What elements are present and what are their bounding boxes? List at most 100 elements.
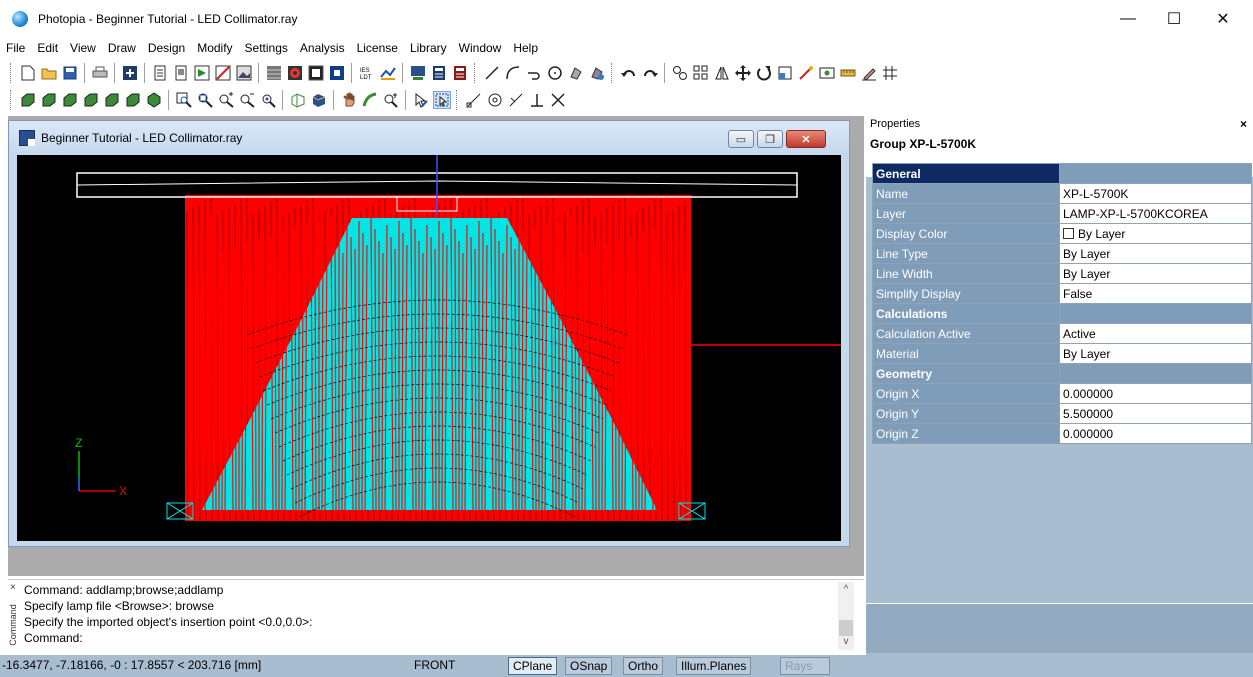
- rotate-lamp-icon[interactable]: [588, 64, 606, 82]
- view-iso4-icon[interactable]: [82, 91, 100, 109]
- move-icon[interactable]: [734, 64, 752, 82]
- page-icon[interactable]: [151, 64, 169, 82]
- close-button[interactable]: ✕: [1216, 11, 1230, 28]
- zoom-window-icon[interactable]: [175, 91, 193, 109]
- line-icon[interactable]: [483, 64, 501, 82]
- color-swatch-checkbox[interactable]: [1063, 227, 1074, 239]
- menu-draw[interactable]: Draw: [107, 41, 136, 55]
- shade-icon[interactable]: [310, 91, 328, 109]
- menu-edit[interactable]: Edit: [37, 41, 59, 55]
- ray-icon[interactable]: [797, 64, 815, 82]
- zoom-realtime-icon[interactable]: [382, 91, 400, 109]
- snap-end-icon[interactable]: [465, 91, 483, 109]
- pan-icon[interactable]: [340, 91, 358, 109]
- view-iso3-icon[interactable]: [61, 91, 79, 109]
- scroll-thumb[interactable]: [839, 620, 853, 636]
- chart-icon[interactable]: [379, 64, 397, 82]
- view-3d-icon[interactable]: [289, 91, 307, 109]
- property-value[interactable]: 0.000000: [1059, 383, 1252, 404]
- property-row[interactable]: Calculation Active Active: [872, 323, 1252, 344]
- property-row[interactable]: Simplify Display False: [872, 283, 1252, 304]
- section-calculations[interactable]: Calculations: [872, 303, 1252, 324]
- image-icon[interactable]: [235, 64, 253, 82]
- grid-icon[interactable]: [265, 64, 283, 82]
- target-icon[interactable]: [286, 64, 304, 82]
- property-row[interactable]: Origin Y 5.500000: [872, 403, 1252, 424]
- calculator-icon[interactable]: [430, 64, 448, 82]
- document-close-button[interactable]: ✕: [786, 130, 826, 148]
- menu-help[interactable]: Help: [513, 41, 539, 55]
- toolbar-grip[interactable]: [611, 63, 614, 83]
- section-geometry[interactable]: Geometry: [872, 363, 1252, 384]
- select-icon[interactable]: [412, 91, 430, 109]
- command-scrollbar[interactable]: ^ v: [838, 582, 854, 650]
- blue-square-icon[interactable]: [328, 64, 346, 82]
- menu-modify[interactable]: Modify: [197, 41, 233, 55]
- minimize-button[interactable]: —: [1120, 10, 1136, 27]
- property-value[interactable]: By Layer: [1059, 343, 1252, 364]
- property-row[interactable]: Layer LAMP-XP-L-5700KCOREA: [872, 203, 1252, 224]
- scroll-down-icon[interactable]: v: [843, 636, 849, 647]
- open-folder-icon[interactable]: [40, 64, 58, 82]
- view-solid-icon[interactable]: [145, 91, 163, 109]
- illum-planes-toggle[interactable]: Illum.Planes: [676, 657, 752, 675]
- property-value[interactable]: 5.500000: [1059, 403, 1252, 424]
- undo-icon[interactable]: [620, 64, 638, 82]
- property-value[interactable]: LAMP-XP-L-5700KCOREA: [1059, 203, 1252, 224]
- group-icon[interactable]: [671, 64, 689, 82]
- view-iso2-icon[interactable]: [40, 91, 58, 109]
- toolbar-grip[interactable]: [474, 63, 477, 83]
- pen-icon[interactable]: [860, 64, 878, 82]
- zoom-in-icon[interactable]: [217, 91, 235, 109]
- menu-design[interactable]: Design: [147, 41, 186, 55]
- hatch-icon[interactable]: [881, 64, 899, 82]
- menu-file[interactable]: File: [6, 41, 26, 55]
- rays-toggle[interactable]: Rays: [780, 657, 830, 675]
- property-row[interactable]: Line Type By Layer: [872, 243, 1252, 264]
- arc-icon[interactable]: [504, 64, 522, 82]
- document-restore-button[interactable]: ❐: [757, 130, 783, 148]
- view-iso1-icon[interactable]: [19, 91, 37, 109]
- property-value[interactable]: By Layer: [1059, 263, 1252, 284]
- property-value-color[interactable]: By Layer: [1059, 223, 1252, 244]
- toolbar-grip[interactable]: [456, 90, 459, 110]
- property-row[interactable]: Display Color By Layer: [872, 223, 1252, 244]
- calculator2-icon[interactable]: [451, 64, 469, 82]
- zoom-extents-icon[interactable]: [196, 91, 214, 109]
- view-iso6-icon[interactable]: [124, 91, 142, 109]
- property-value[interactable]: Active: [1059, 323, 1252, 344]
- property-row[interactable]: Name XP-L-5700K: [872, 183, 1252, 204]
- zoom-prev-icon[interactable]: [259, 91, 277, 109]
- maximize-button[interactable]: ☐: [1166, 11, 1182, 28]
- property-value[interactable]: XP-L-5700K: [1059, 183, 1252, 204]
- curve-icon[interactable]: [525, 64, 543, 82]
- export-icon[interactable]: [193, 64, 211, 82]
- property-value[interactable]: False: [1059, 283, 1252, 304]
- snap-tangent-icon[interactable]: [507, 91, 525, 109]
- property-value[interactable]: 0.000000: [1059, 423, 1252, 444]
- property-row[interactable]: Material By Layer: [872, 343, 1252, 364]
- menu-analysis[interactable]: Analysis: [299, 41, 345, 55]
- select-window-icon[interactable]: [432, 91, 451, 109]
- mirror-icon[interactable]: [713, 64, 731, 82]
- document-titlebar[interactable]: Beginner Tutorial - LED Collimator.ray ▭…: [9, 121, 849, 155]
- section-general[interactable]: General: [872, 163, 1252, 184]
- view-iso5-icon[interactable]: [103, 91, 121, 109]
- document-minimize-button[interactable]: ▭: [728, 130, 754, 148]
- black-square-icon[interactable]: [307, 64, 325, 82]
- scale-icon[interactable]: [776, 64, 794, 82]
- orbit-icon[interactable]: [361, 91, 379, 109]
- display-icon[interactable]: [409, 64, 427, 82]
- circle-icon[interactable]: [546, 64, 564, 82]
- menu-view[interactable]: View: [70, 41, 96, 55]
- property-row[interactable]: Origin X 0.000000: [872, 383, 1252, 404]
- command-prompt[interactable]: Command:: [24, 631, 83, 645]
- snap-intersection-icon[interactable]: [549, 91, 567, 109]
- drawing-viewport[interactable]: Z X: [17, 155, 841, 541]
- cplane-toggle[interactable]: CPlane: [508, 657, 558, 675]
- toolbar-grip[interactable]: [10, 90, 13, 110]
- toolbar-grip[interactable]: [10, 63, 13, 83]
- menu-settings[interactable]: Settings: [244, 41, 288, 55]
- array-icon[interactable]: [692, 64, 710, 82]
- page2-icon[interactable]: [172, 64, 190, 82]
